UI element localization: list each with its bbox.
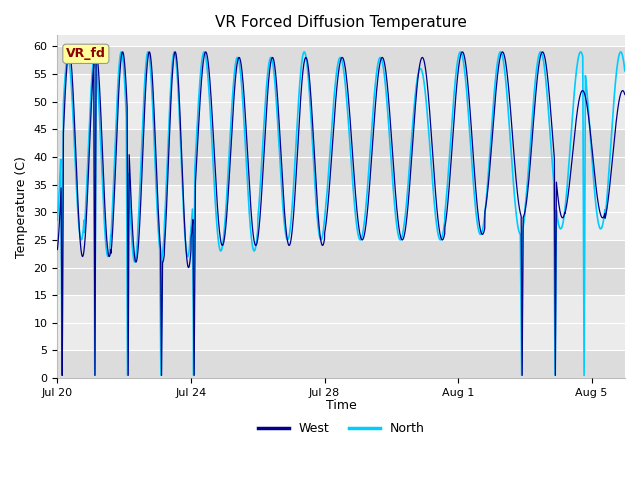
Bar (58, 102, 625, 129)
Bar (58, 295, 625, 323)
Bar (58, 240, 625, 267)
Bar (58, 129, 625, 157)
Bar (58, 212, 625, 240)
Bar (58, 267, 625, 295)
Bar (58, 350, 625, 378)
Bar (58, 47, 625, 74)
Legend: West, North: West, North (253, 418, 429, 441)
Bar (58, 157, 625, 185)
Bar (58, 323, 625, 350)
X-axis label: Time: Time (326, 399, 356, 412)
Bar (58, 185, 625, 212)
Title: VR Forced Diffusion Temperature: VR Forced Diffusion Temperature (215, 15, 467, 30)
Y-axis label: Temperature (C): Temperature (C) (15, 156, 28, 258)
Text: VR_fd: VR_fd (66, 48, 106, 60)
Bar (58, 74, 625, 102)
